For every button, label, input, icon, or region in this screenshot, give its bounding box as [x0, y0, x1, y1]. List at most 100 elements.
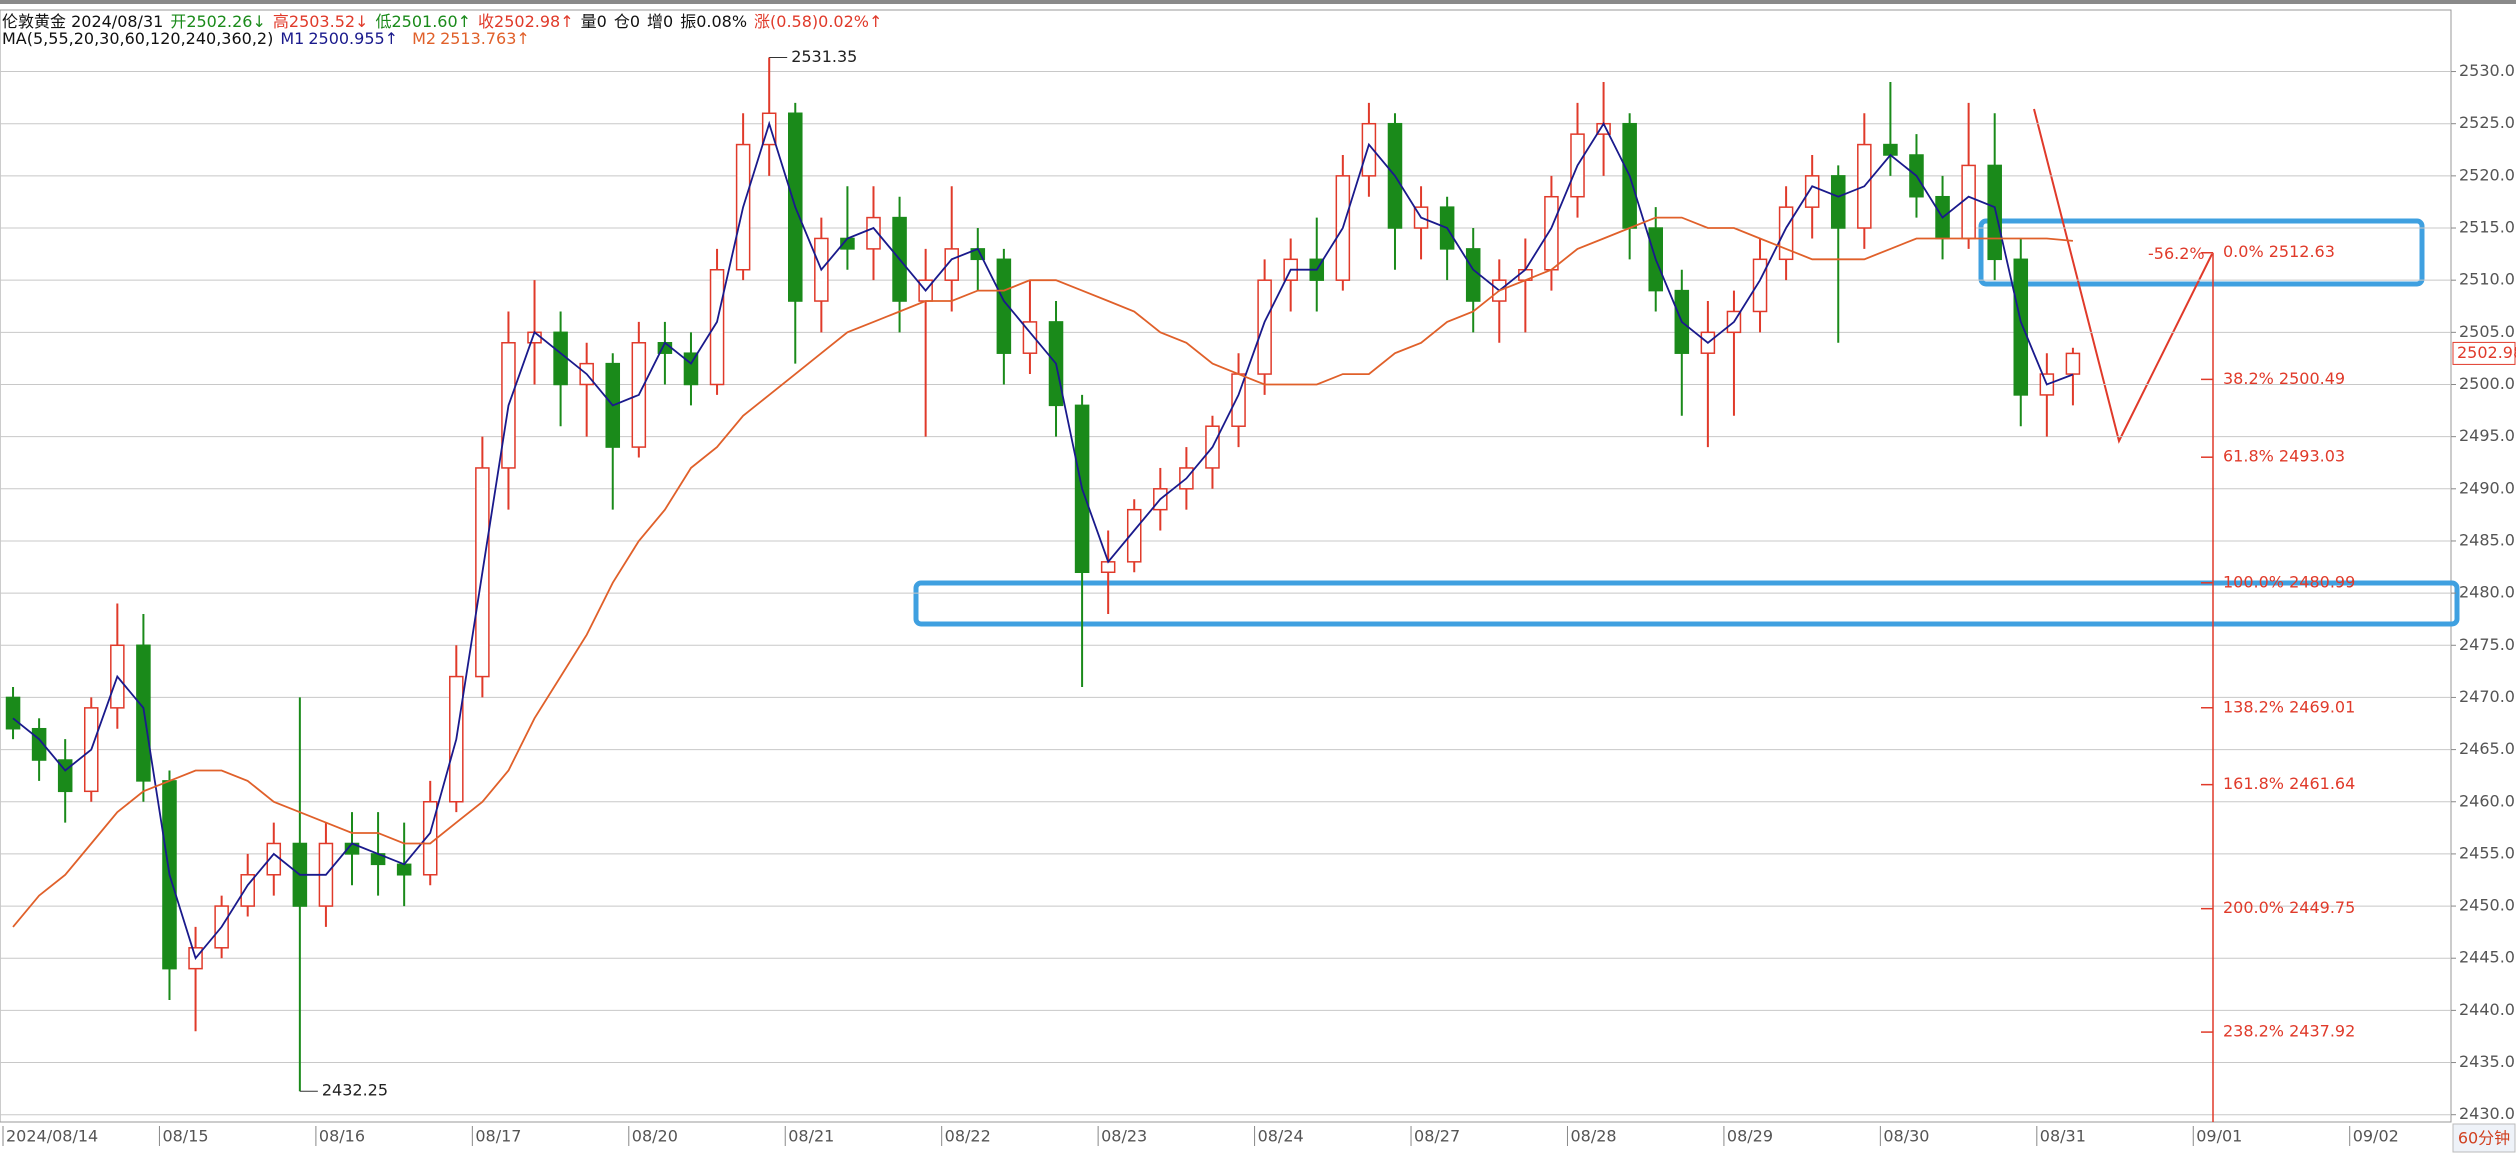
- y-tick-label: 2505.00: [2459, 322, 2516, 341]
- ma-line: [12, 216, 2073, 928]
- x-tick-label: 08/22: [945, 1127, 991, 1146]
- legend-value: 2500.955↑: [308, 29, 399, 48]
- candle-body: [944, 248, 959, 281]
- y-tick-label: 2520.00: [2459, 165, 2516, 184]
- x-tick-label: 08/21: [788, 1127, 834, 1146]
- candle-body: [1465, 248, 1481, 302]
- x-tick-label: 08/20: [632, 1127, 678, 1146]
- fib-label: 0.0% 2512.63: [2223, 242, 2335, 261]
- candle-body: [1883, 143, 1898, 156]
- candle-body: [1752, 258, 1768, 313]
- y-tick-label: 2500.00: [2459, 374, 2516, 393]
- position: 仓0: [613, 12, 640, 31]
- grid-layer: [0, 71, 2451, 1116]
- legend-entry: M2 2513.763↑: [412, 29, 537, 48]
- x-tick-label: 08/23: [1101, 1127, 1147, 1146]
- y-tick-label: 2465.00: [2459, 739, 2516, 758]
- y-tick-label: 2485.00: [2459, 530, 2516, 549]
- fib-label: 238.2% 2437.92: [2223, 1022, 2355, 1041]
- y-tick-label: 2480.00: [2459, 583, 2516, 602]
- y-tick-label: 2430.00: [2459, 1104, 2516, 1123]
- fib-label: 200.0% 2449.75: [2223, 898, 2355, 917]
- legend-name: M2: [412, 29, 437, 48]
- x-tick-label: 08/24: [1258, 1127, 1304, 1146]
- y-tick-label: 2470.00: [2459, 687, 2516, 706]
- candle-body: [709, 268, 725, 386]
- y-tick-label: 2460.00: [2459, 791, 2516, 810]
- candle-body: [996, 258, 1012, 354]
- fib-label: -56.2%: [2148, 244, 2205, 263]
- open-price: 开2502.26↓: [170, 12, 266, 31]
- ma-line: [12, 120, 2074, 961]
- candle-body: [5, 696, 21, 730]
- fib-label: 38.2% 2500.49: [2223, 369, 2345, 388]
- y-tick-label: 2510.00: [2459, 270, 2516, 289]
- close-price: 收2502.98↑: [478, 12, 574, 31]
- candle-body: [2065, 352, 2081, 375]
- y-tick-label: 2435.00: [2459, 1052, 2516, 1071]
- candle-body: [2013, 258, 2029, 396]
- x-tick-label: 09/01: [2196, 1127, 2242, 1146]
- high-price: 高2503.52↓: [272, 12, 369, 31]
- drawn-line: [2033, 108, 2213, 444]
- x-tick-label: 08/27: [1414, 1127, 1460, 1146]
- candle-body: [1100, 561, 1116, 574]
- candle-body: [1961, 164, 1976, 240]
- candle-body: [1361, 122, 1377, 177]
- candle-body: [553, 331, 568, 386]
- change: 涨(0.58)0.02%↑: [754, 12, 883, 31]
- amplitude: 振0.08%: [680, 12, 748, 31]
- x-tick-label: 08/30: [1883, 1127, 1929, 1146]
- highlight-box: [913, 580, 2460, 627]
- candle-body: [1544, 195, 1559, 271]
- candle-body: [1830, 175, 1846, 229]
- x-tick-label: 08/15: [162, 1127, 208, 1146]
- y-tick-label: 2440.00: [2459, 1000, 2516, 1019]
- candle-body: [866, 216, 881, 250]
- legend-entry: M1 2500.955↑: [280, 29, 405, 48]
- candle-body: [1778, 206, 1794, 261]
- fib-label: 161.8% 2461.64: [2223, 774, 2355, 793]
- period-box: [2452, 1123, 2516, 1153]
- last-price-box: [2452, 341, 2516, 365]
- legend-name: M1: [280, 29, 305, 48]
- candle-body: [396, 863, 412, 876]
- extreme-label: 2531.35: [791, 47, 857, 66]
- x-tick-label: 08/16: [319, 1127, 365, 1146]
- symbol-date: 伦敦黄金 2024/08/31: [2, 12, 164, 31]
- y-tick-label: 2490.00: [2459, 478, 2516, 497]
- y-tick-label: 2525.00: [2459, 113, 2516, 132]
- y-tick-label: 2445.00: [2459, 948, 2516, 967]
- increase: 增0: [647, 12, 674, 31]
- volume: 量0: [580, 12, 607, 31]
- x-tick-label: 09/02: [2353, 1127, 2399, 1146]
- y-tick-label: 2515.00: [2459, 218, 2516, 237]
- y-tick-label: 2530.00: [2459, 61, 2516, 80]
- fib-label: 61.8% 2493.03: [2223, 447, 2345, 466]
- y-tick-label: 2450.00: [2459, 896, 2516, 915]
- candle-body: [1804, 175, 1820, 208]
- legend-value: 2513.763↑: [440, 29, 530, 48]
- candle-body: [1987, 164, 2002, 261]
- top-bar: [0, 0, 2516, 4]
- plot-frame: [0, 9, 2452, 1123]
- x-tick-label: 2024/08/14: [6, 1127, 98, 1146]
- highlight-box: [1978, 218, 2425, 287]
- low-price: 低2501.60↑: [375, 12, 472, 31]
- header-line: 伦敦黄金 2024/08/31 开2502.26↓ 高2503.52↓ 低2501.6…: [2, 8, 889, 32]
- fib-label: 138.2% 2469.01: [2223, 697, 2355, 716]
- x-tick-label: 08/17: [475, 1127, 521, 1146]
- x-tick-label: 08/31: [2040, 1127, 2086, 1146]
- y-tick-label: 2495.00: [2459, 426, 2516, 445]
- fib-label: 100.0% 2480.99: [2223, 572, 2355, 591]
- y-tick-label: 2455.00: [2459, 843, 2516, 862]
- x-tick-label: 08/29: [1727, 1127, 1773, 1146]
- extreme-label: 2432.25: [322, 1081, 388, 1100]
- period-label: 60分钟: [2458, 1129, 2510, 1148]
- candle-body: [1126, 508, 1142, 563]
- ma-line: MA(5,55,20,30,60,120,240,360,2) M1 2500.95…: [2, 29, 544, 48]
- x-tick-label: 08/28: [1570, 1127, 1616, 1146]
- y-tick-label: 2475.00: [2459, 635, 2516, 654]
